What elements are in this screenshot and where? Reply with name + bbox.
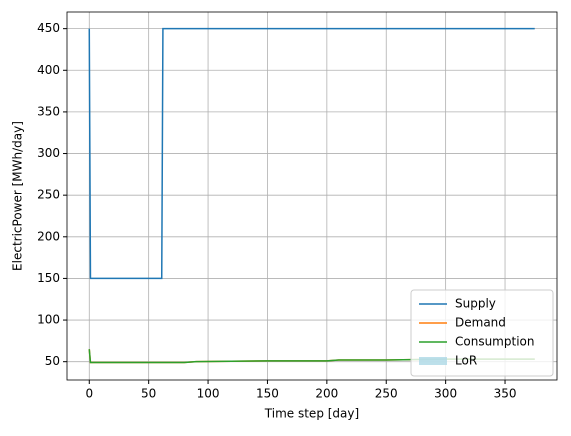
legend: Supply Demand Consumption LoR [410, 289, 554, 377]
legend-swatch [419, 357, 447, 365]
y-tick-label: 450 [37, 21, 60, 35]
x-tick-label: 250 [375, 387, 398, 401]
y-tick-label: 300 [37, 146, 60, 160]
legend-box [410, 289, 554, 377]
x-tick-label: 300 [434, 387, 457, 401]
legend-label: Consumption [455, 335, 534, 349]
y-tick-label: 50 [45, 354, 60, 368]
x-axis-label: Time step [day] [264, 407, 359, 421]
x-tick-label: 50 [141, 387, 156, 401]
y-tick-label: 100 [37, 313, 60, 327]
y-axis-label: ElectricPower [MWh/day] [11, 121, 25, 271]
y-tick-label: 350 [37, 104, 60, 118]
y-tick-label: 150 [37, 271, 60, 285]
y-tick-label: 400 [37, 63, 60, 77]
plot-frame [66, 11, 558, 381]
x-tick-label: 200 [315, 387, 338, 401]
legend-label: LoR [455, 354, 477, 368]
y-tick-label: 250 [37, 188, 60, 202]
x-tick-label: 100 [197, 387, 220, 401]
x-tick-label: 350 [494, 387, 517, 401]
y-tick-label: 200 [37, 229, 60, 243]
legend-label: Demand [455, 316, 506, 330]
series-line [88, 27, 535, 280]
x-tick-label: 150 [256, 387, 279, 401]
legend-label: Supply [455, 297, 496, 311]
x-tick-label: 0 [85, 387, 93, 401]
